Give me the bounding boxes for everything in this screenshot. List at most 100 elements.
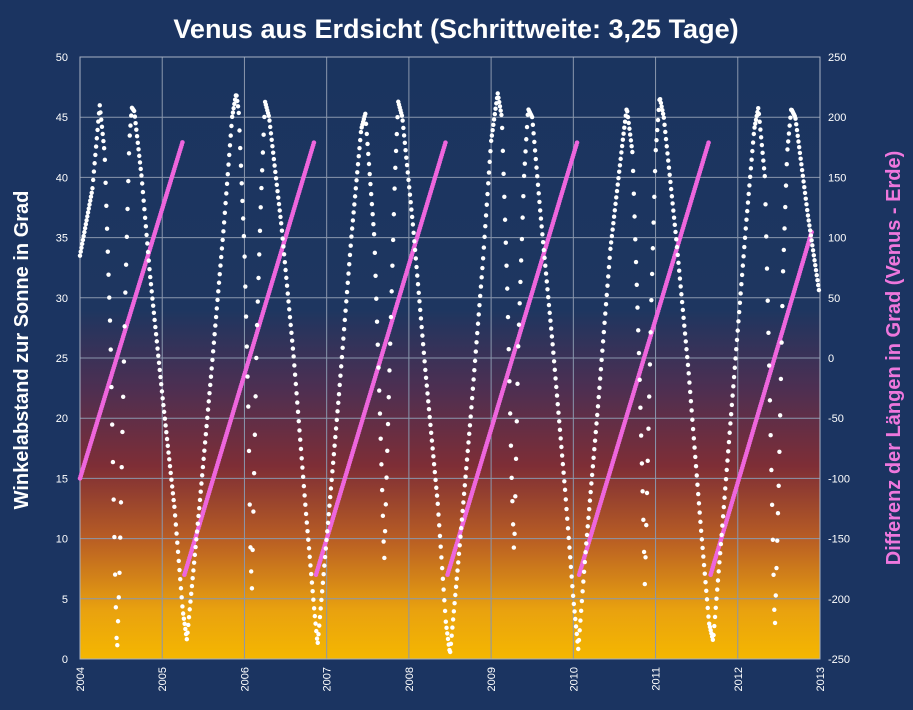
elongation-point [477, 302, 482, 308]
elongation-point [616, 175, 621, 181]
elongation-point [453, 592, 458, 598]
elongation-point [786, 131, 792, 136]
elongation-point [510, 498, 515, 504]
elongation-point [352, 202, 357, 207]
elongation-point [541, 247, 547, 253]
elongation-point [273, 176, 279, 181]
elongation-point [725, 458, 730, 463]
elongation-point [123, 290, 128, 295]
elongation-point [644, 490, 650, 496]
elongation-point [101, 138, 106, 144]
elongation-point [333, 434, 338, 440]
elongation-point [521, 193, 526, 199]
chart-title: Venus aus Erdsicht (Schrittweite: 3,25 T… [173, 14, 738, 44]
elongation-point [349, 226, 355, 231]
elongation-point [267, 118, 272, 123]
elongation-point [438, 544, 443, 549]
elongation-point [191, 568, 196, 573]
elongation-point [104, 226, 110, 231]
elongation-point [635, 305, 640, 310]
elongation-point [125, 206, 130, 212]
elongation-point [557, 427, 563, 433]
elongation-point [646, 426, 651, 431]
elongation-point [298, 437, 303, 442]
elongation-point [800, 173, 806, 178]
elongation-point [162, 416, 168, 421]
elongation-point [391, 212, 397, 217]
elongation-point [207, 390, 212, 396]
elongation-point [270, 144, 275, 149]
elongation-point [493, 106, 498, 111]
elongation-point [275, 189, 280, 194]
elongation-point [379, 462, 384, 467]
elongation-point [297, 428, 302, 433]
elongation-point [224, 191, 229, 196]
elongation-point [641, 549, 647, 555]
elongation-point [501, 171, 506, 177]
elongation-point [172, 513, 178, 518]
elongation-point [298, 446, 304, 452]
elongation-point [238, 145, 243, 151]
elongation-point [94, 136, 100, 141]
elongation-point [630, 168, 636, 174]
elongation-point [756, 111, 762, 117]
elongation-point [655, 127, 660, 133]
elongation-point [156, 353, 161, 358]
elongation-point [455, 568, 460, 573]
elongation-point [814, 272, 819, 278]
elongation-point [122, 324, 127, 329]
elongation-point [319, 589, 325, 594]
elongation-point [679, 292, 684, 297]
y-tick-label: 30 [56, 293, 68, 305]
elongation-point [801, 179, 806, 184]
elongation-point [545, 287, 550, 292]
elongation-point [567, 555, 573, 560]
elongation-point [406, 177, 411, 183]
elongation-point [768, 432, 773, 438]
elongation-point [432, 469, 438, 475]
elongation-point [134, 134, 140, 139]
elongation-point [806, 218, 811, 223]
elongation-point [253, 394, 258, 399]
elongation-point [742, 235, 748, 240]
elongation-point [141, 198, 146, 203]
elongation-point [520, 215, 525, 220]
y2-tick-label: 100 [828, 233, 846, 245]
elongation-point [259, 168, 265, 173]
elongation-point [115, 619, 121, 624]
elongation-point [669, 194, 675, 199]
elongation-point [548, 326, 554, 331]
elongation-point [648, 330, 653, 335]
elongation-point [803, 196, 808, 201]
elongation-point [286, 299, 291, 304]
elongation-point [729, 402, 735, 408]
elongation-point [190, 576, 195, 581]
elongation-point [118, 535, 123, 540]
elongation-point [346, 271, 351, 276]
longitude-difference-point [574, 140, 580, 145]
y2-tick-label: 50 [828, 293, 840, 305]
elongation-point [662, 122, 667, 128]
elongation-point [333, 426, 339, 431]
elongation-point [442, 608, 448, 614]
elongation-point [551, 350, 556, 355]
elongation-point [219, 254, 224, 260]
elongation-point [816, 282, 821, 288]
elongation-point [592, 447, 597, 452]
elongation-point [722, 495, 727, 500]
elongation-point [738, 291, 743, 296]
elongation-point [537, 199, 542, 205]
elongation-point [458, 525, 464, 531]
elongation-point [598, 367, 604, 372]
elongation-point [562, 487, 568, 493]
elongation-point [336, 400, 341, 405]
elongation-point [374, 319, 380, 324]
elongation-point [123, 262, 129, 267]
elongation-point [196, 513, 201, 519]
elongation-point [780, 303, 785, 309]
elongation-point [720, 523, 725, 528]
elongation-point [532, 148, 538, 153]
elongation-point [97, 103, 102, 108]
y2-tick-label: -200 [828, 594, 850, 606]
elongation-point [462, 483, 468, 488]
